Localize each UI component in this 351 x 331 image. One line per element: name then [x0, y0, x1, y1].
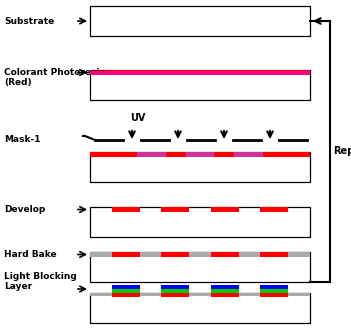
Bar	[112, 285, 140, 289]
Bar	[161, 289, 189, 293]
Bar	[186, 152, 214, 157]
Text: Colorant Photoresis
(Red): Colorant Photoresis (Red)	[4, 68, 105, 87]
Text: Develop: Develop	[4, 205, 45, 214]
Bar	[90, 252, 310, 257]
Bar	[90, 252, 310, 282]
Bar	[211, 293, 239, 297]
Bar	[260, 289, 289, 293]
Bar	[90, 71, 310, 75]
Text: Mask-1: Mask-1	[4, 135, 40, 145]
Bar	[260, 207, 289, 212]
Text: Light Blocking
Layer: Light Blocking Layer	[4, 272, 77, 291]
Bar	[260, 285, 289, 289]
Bar	[211, 207, 239, 212]
Text: Hard Bake: Hard Bake	[4, 250, 57, 259]
Bar	[137, 152, 166, 157]
Bar	[260, 252, 289, 257]
Bar	[211, 252, 239, 257]
Bar	[161, 285, 189, 289]
Bar	[90, 152, 310, 182]
Bar	[161, 293, 189, 297]
Bar	[112, 207, 140, 212]
Bar	[112, 252, 140, 257]
Bar	[112, 289, 140, 293]
Bar	[90, 293, 310, 323]
Bar	[90, 207, 310, 237]
Bar	[211, 289, 239, 293]
Bar	[90, 152, 310, 157]
Text: Substrate: Substrate	[4, 17, 54, 25]
Bar	[112, 293, 140, 297]
Bar	[234, 152, 263, 157]
Bar	[90, 70, 310, 100]
Bar	[90, 293, 310, 296]
Bar	[161, 252, 189, 257]
Text: UV: UV	[130, 113, 145, 123]
Bar	[90, 70, 310, 75]
Bar	[161, 207, 189, 212]
Bar	[90, 6, 310, 36]
Bar	[260, 293, 289, 297]
Bar	[211, 285, 239, 289]
Text: Repeat: Repeat	[333, 147, 351, 157]
